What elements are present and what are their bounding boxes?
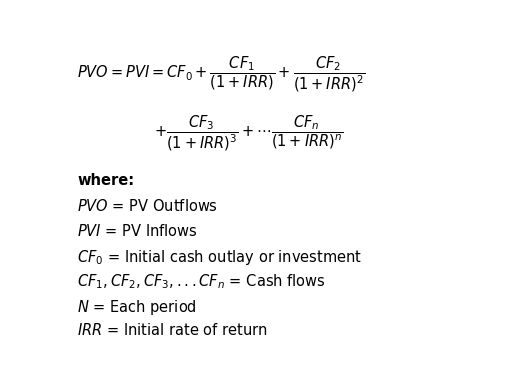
Text: $PVI$ = PV Inflows: $PVI$ = PV Inflows — [77, 223, 198, 239]
Text: where:: where: — [77, 172, 134, 188]
Text: $PVO = PVI = CF_0 + \dfrac{CF_1}{(1+IRR)} + \dfrac{CF_2}{(1+IRR)^2}$: $PVO = PVI = CF_0 + \dfrac{CF_1}{(1+IRR)… — [77, 54, 366, 94]
Text: $+ \dfrac{CF_3}{(1+IRR)^3} + \cdots\dfrac{CF_n}{(1+IRR)^n}$: $+ \dfrac{CF_3}{(1+IRR)^3} + \cdots\dfra… — [154, 113, 343, 153]
Text: $CF_1, CF_2, CF_3, ...CF_n$ = Cash flows: $CF_1, CF_2, CF_3, ...CF_n$ = Cash flows — [77, 273, 326, 291]
Text: $PVO$ = PV Outflows: $PVO$ = PV Outflows — [77, 198, 218, 214]
Text: $IRR$ = Initial rate of return: $IRR$ = Initial rate of return — [77, 322, 268, 338]
Text: $N$ = Each period: $N$ = Each period — [77, 298, 197, 316]
Text: $CF_0$ = Initial cash outlay or investment: $CF_0$ = Initial cash outlay or investme… — [77, 248, 362, 267]
